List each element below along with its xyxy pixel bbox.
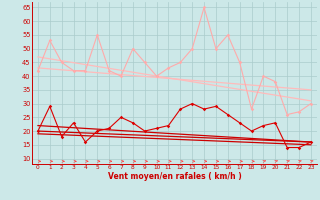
X-axis label: Vent moyen/en rafales ( km/h ): Vent moyen/en rafales ( km/h ) bbox=[108, 172, 241, 181]
